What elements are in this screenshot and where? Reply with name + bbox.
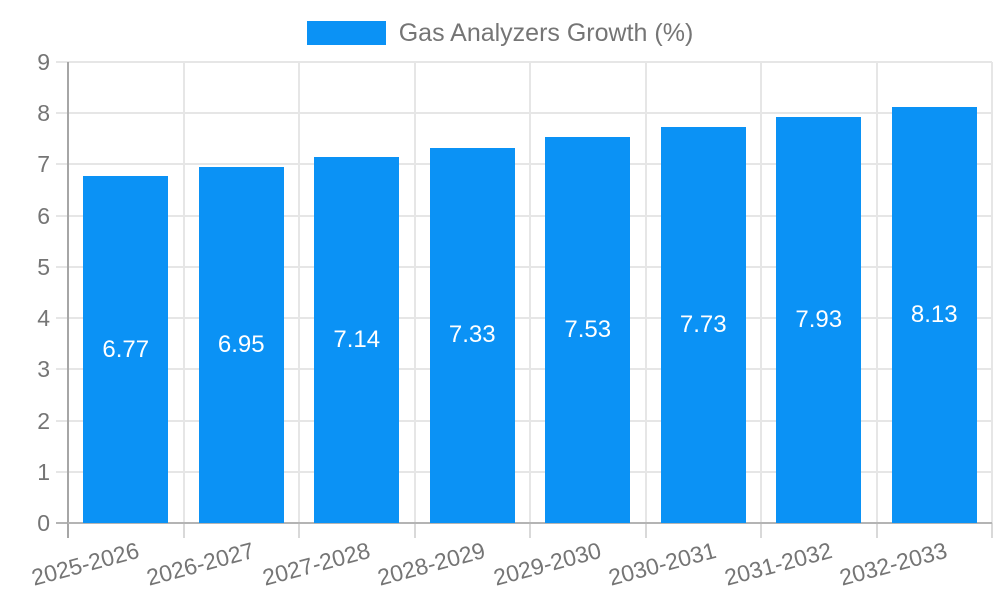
y-axis-tick-label: 0	[37, 510, 50, 536]
bar[interactable]	[83, 176, 169, 523]
x-axis-tick-label: 2026-2027	[143, 537, 257, 591]
bar-value-label: 7.93	[795, 305, 843, 333]
y-gridline	[56, 419, 992, 422]
bar-value-label: 8.13	[910, 300, 958, 328]
bar[interactable]	[545, 137, 631, 523]
y-gridline	[56, 317, 992, 320]
y-axis-tick-label: 9	[37, 49, 50, 75]
x-axis-tick-label: 2027-2028	[259, 537, 373, 591]
x-axis-tick	[875, 523, 878, 538]
y-gridline	[56, 112, 992, 115]
bar[interactable]	[776, 116, 862, 523]
y-axis-tick-label: 6	[37, 202, 50, 229]
y-axis-tick-label: 2	[37, 407, 50, 434]
x-gridline	[991, 62, 993, 523]
bar-value-label: 7.73	[679, 311, 727, 339]
y-gridline	[56, 368, 992, 371]
bar[interactable]	[660, 127, 746, 523]
bar-value-label: 7.14	[333, 326, 381, 354]
bar-value-label: 7.53	[564, 316, 612, 344]
x-axis-tick	[182, 523, 185, 538]
y-axis-tick-label: 8	[37, 100, 50, 127]
legend-label: Gas Analyzers Growth (%)	[398, 19, 694, 47]
y-axis-line	[67, 62, 69, 538]
x-axis-line	[68, 522, 992, 524]
x-axis-tick	[529, 523, 531, 538]
legend: Gas Analyzers Growth (%)	[0, 19, 1000, 47]
bar[interactable]	[314, 157, 400, 523]
x-axis-tick	[644, 523, 647, 538]
x-axis-tick	[298, 523, 300, 538]
legend-color-swatch	[306, 21, 386, 45]
x-gridline	[529, 62, 531, 523]
y-axis-tick-label: 3	[37, 356, 50, 383]
x-axis-tick	[413, 523, 416, 538]
x-axis-tick-label: 2029-2030	[490, 537, 604, 591]
bar[interactable]	[891, 106, 977, 523]
y-gridline	[56, 265, 992, 268]
x-gridline	[298, 62, 300, 523]
x-axis-tick	[760, 523, 762, 538]
x-axis-tick-label: 2025-2026	[28, 537, 142, 591]
x-gridline	[413, 62, 416, 523]
bar-value-label: 6.95	[217, 331, 265, 358]
bar[interactable]	[198, 167, 284, 523]
x-axis-tick-label: 2030-2031	[605, 537, 719, 591]
y-axis-tick	[56, 522, 68, 524]
bar-value-label: 6.77	[102, 335, 150, 363]
x-axis-tick	[991, 523, 993, 538]
x-gridline	[760, 62, 762, 523]
bar-value-label: 7.33	[448, 321, 496, 349]
y-axis-tick-label: 5	[37, 253, 50, 280]
y-gridline	[56, 61, 992, 63]
x-gridline	[182, 62, 185, 523]
y-gridline	[56, 214, 992, 217]
y-gridline	[56, 470, 992, 473]
x-gridline	[875, 62, 878, 523]
x-gridline	[644, 62, 647, 523]
x-axis-tick-label: 2028-2029	[374, 537, 488, 591]
y-axis-tick-label: 1	[37, 458, 50, 485]
y-axis-tick-label: 4	[37, 305, 50, 332]
x-axis-tick-label: 2032-2033	[836, 537, 950, 591]
x-axis-tick-label: 2031-2032	[721, 537, 835, 591]
y-axis-tick-label: 7	[37, 151, 50, 178]
bar[interactable]	[429, 147, 515, 523]
y-gridline	[56, 163, 992, 166]
